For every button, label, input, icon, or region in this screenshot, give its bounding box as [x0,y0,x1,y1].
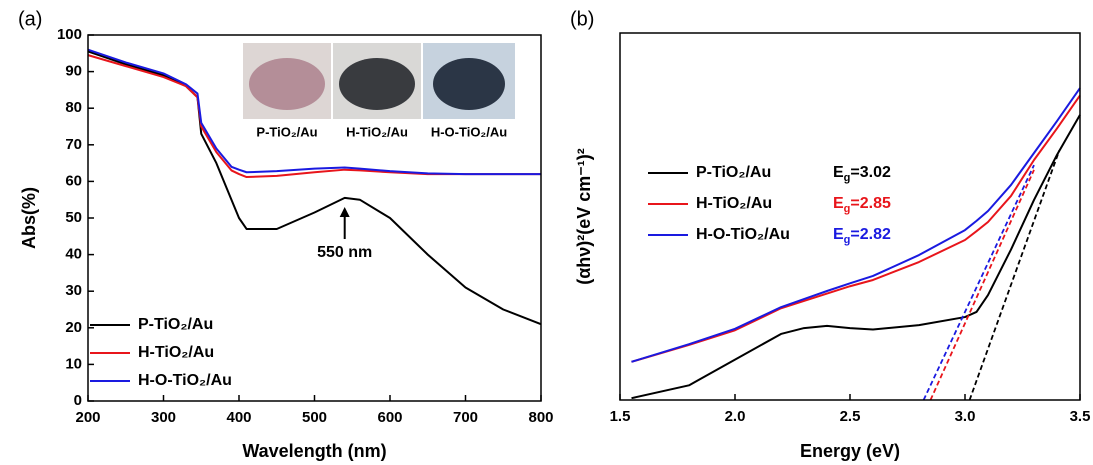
x-tick-label: 2.0 [725,408,746,425]
x-tick-label: 600 [377,409,402,426]
x-tick-label: 200 [75,409,100,426]
x-tick-label: 700 [453,409,478,426]
eg-rest: =2.85 [850,195,891,212]
inset-label: H-O-TiO₂/Au [431,124,507,139]
powder-black [339,58,415,110]
y-tick-label: 40 [65,246,82,263]
y-tick-label: 80 [65,99,82,116]
legend-label: H-TiO₂/Au [138,344,214,361]
y-tick-label: 90 [65,63,82,80]
y-axis-label: (αhν)²(eV cm⁻¹)² [574,148,594,285]
inset-label: P-TiO₂/Au [256,124,317,139]
eg-label: Eg=3.02 [833,164,891,184]
y-tick-label: 10 [65,355,82,372]
legend-label: P-TiO₂/Au [696,164,771,181]
x-tick-label: 400 [226,409,251,426]
y-tick-label: 100 [57,26,82,43]
y-tick-label: 30 [65,282,82,299]
eg-sub: g [844,172,851,184]
eg-base: E [833,195,844,212]
x-tick-label: 2.5 [840,408,861,425]
eg-base: E [833,226,844,243]
legend-label: P-TiO₂/Au [138,316,213,333]
x-tick-label: 800 [528,409,553,426]
x-axis-label: Energy (eV) [800,441,900,461]
y-tick-label: 60 [65,172,82,189]
powder-pink [249,58,325,110]
x-axis-label: Wavelength (nm) [242,441,386,461]
panel-label: (a) [18,8,42,30]
annotation-text: 550 nm [317,244,372,261]
y-tick-label: 70 [65,136,82,153]
x-tick-label: 500 [302,409,327,426]
x-tick-label: 3.0 [955,408,976,425]
figure: (a) 200 300 400 500 600 700 800 0 10 20 30 40 50 60 70 8… [0,0,1093,465]
x-tick-label: 1.5 [610,408,631,425]
x-tick-label: 300 [151,409,176,426]
panel-label: (b) [570,8,594,30]
eg-rest: =2.82 [850,226,891,243]
eg-label: Eg=2.82 [833,226,891,246]
eg-rest: =3.02 [850,164,891,181]
y-tick-label: 20 [65,319,82,336]
eg-base: E [833,164,844,181]
x-tick-label: 3.5 [1070,408,1091,425]
y-tick-label: 50 [65,209,82,226]
eg-sub: g [844,203,851,215]
inset-photo [243,43,515,119]
y-tick-label: 0 [74,392,82,409]
legend-label: H-O-TiO₂/Au [696,226,790,243]
legend-label: H-O-TiO₂/Au [138,372,232,389]
eg-label: Eg=2.85 [833,195,891,215]
y-axis-label: Abs(%) [19,187,39,249]
powder-navy [433,58,505,110]
eg-sub: g [844,234,851,246]
inset-label: H-TiO₂/Au [346,124,408,139]
legend-label: H-TiO₂/Au [696,195,772,212]
